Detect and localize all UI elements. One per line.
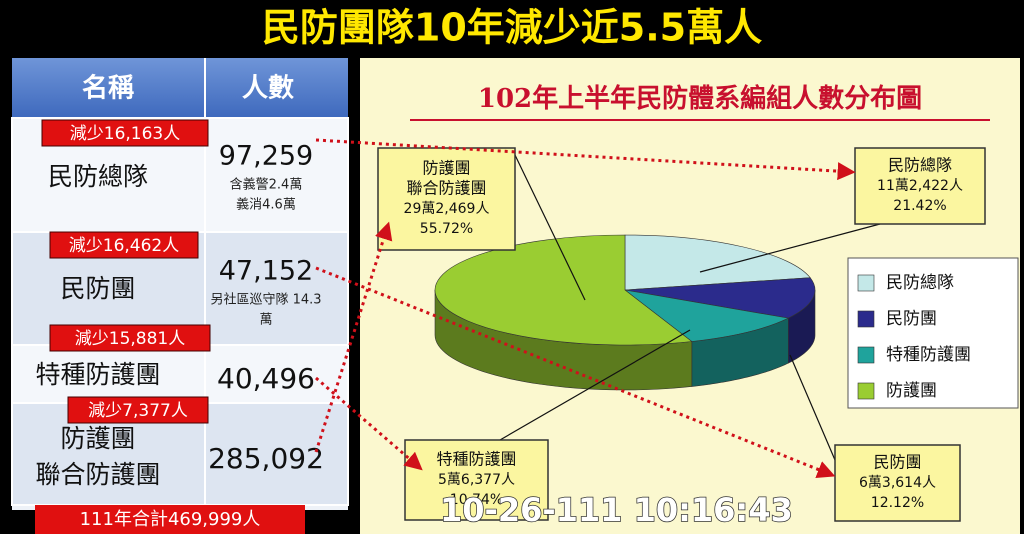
row-name: 民防團 xyxy=(60,274,135,303)
callout-text: 防護團 xyxy=(422,159,470,178)
column-header: 名稱 xyxy=(82,73,134,104)
legend-label: 民防總隊 xyxy=(886,273,954,293)
callout-box xyxy=(377,147,516,251)
row-name: 防護團 xyxy=(60,424,135,453)
callout-text: 29萬2,469人 xyxy=(404,201,490,217)
pie-slice xyxy=(624,234,811,291)
legend-swatch xyxy=(857,310,875,328)
callout-text: 6萬3,614人 xyxy=(859,475,936,491)
arrow xyxy=(315,266,836,478)
badge xyxy=(67,396,209,424)
legend-swatch xyxy=(857,382,875,400)
callout-leader xyxy=(789,354,836,461)
total-text: 111年合計469,999人 xyxy=(80,509,261,530)
legend-label: 民防團 xyxy=(886,309,937,329)
pie xyxy=(434,234,816,391)
row-note: 義消4.6萬 xyxy=(236,197,296,213)
timestamp: 10-26-111 10:16:43 xyxy=(440,491,793,529)
callout-leader xyxy=(699,223,881,273)
row-count: 47,152 xyxy=(219,256,313,287)
callout-leader xyxy=(514,154,586,301)
row-name: 聯合防護團 xyxy=(35,460,160,489)
row-count: 285,092 xyxy=(208,442,324,475)
headline: 民防團隊10年減少近5.5萬人 xyxy=(262,6,762,50)
callout-leader xyxy=(499,329,691,441)
badge-text: 減少15,881人 xyxy=(75,329,185,349)
callout-percent: 12.12% xyxy=(871,495,924,511)
badge xyxy=(41,119,209,147)
arrow xyxy=(315,376,423,471)
badge-text: 減少16,163人 xyxy=(70,124,180,144)
row-name: 民防總隊 xyxy=(48,162,148,191)
callout-percent: 10.74% xyxy=(450,492,503,508)
row-note: 另社區巡守隊 14.3 xyxy=(210,292,321,308)
row-note: 含義警2.4萬 xyxy=(230,177,303,193)
legend-box xyxy=(847,257,1019,409)
arrow xyxy=(315,138,856,181)
callout-text: 聯合防護團 xyxy=(406,179,486,198)
callout-percent: 55.72% xyxy=(420,221,473,237)
table-header xyxy=(12,58,348,118)
badge xyxy=(49,324,211,352)
column-header: 人數 xyxy=(242,74,294,104)
row-note: 萬 xyxy=(259,313,272,328)
badge-text: 減少7,377人 xyxy=(88,401,188,421)
pie-slice xyxy=(434,234,693,346)
callout-text: 5萬6,377人 xyxy=(438,472,515,488)
callout-percent: 21.42% xyxy=(893,198,946,214)
total-badge xyxy=(35,505,305,534)
row-count: 97,259 xyxy=(219,141,313,172)
badge xyxy=(49,231,199,259)
callout-text: 民防團 xyxy=(873,453,921,472)
callout-text: 11萬2,422人 xyxy=(877,178,963,194)
badge-text: 減少16,462人 xyxy=(69,236,179,256)
callout-box xyxy=(404,439,549,521)
row-name: 特種防護團 xyxy=(35,360,160,389)
callouts: 民防總隊 11萬2,422人 21.42% 民防團 6萬3,614人 12.12% 特種防護… xyxy=(377,147,986,522)
callout-text: 民防總隊 xyxy=(888,156,952,175)
arrow xyxy=(314,221,393,453)
legend-label: 防護團 xyxy=(886,381,937,401)
pie-slice xyxy=(624,277,816,319)
legend-swatch xyxy=(857,274,875,292)
callout-text: 特種防護團 xyxy=(436,450,516,469)
legend-label: 特種防護團 xyxy=(886,345,971,365)
chart-title: 102年上半年民防體系編組人數分布圖 xyxy=(478,83,922,114)
callout-box xyxy=(854,147,986,225)
row-count: 40,496 xyxy=(217,362,315,395)
callout-box xyxy=(834,444,961,522)
pie-slice xyxy=(624,289,790,342)
legend-swatch xyxy=(857,346,875,364)
arrows xyxy=(314,138,856,478)
